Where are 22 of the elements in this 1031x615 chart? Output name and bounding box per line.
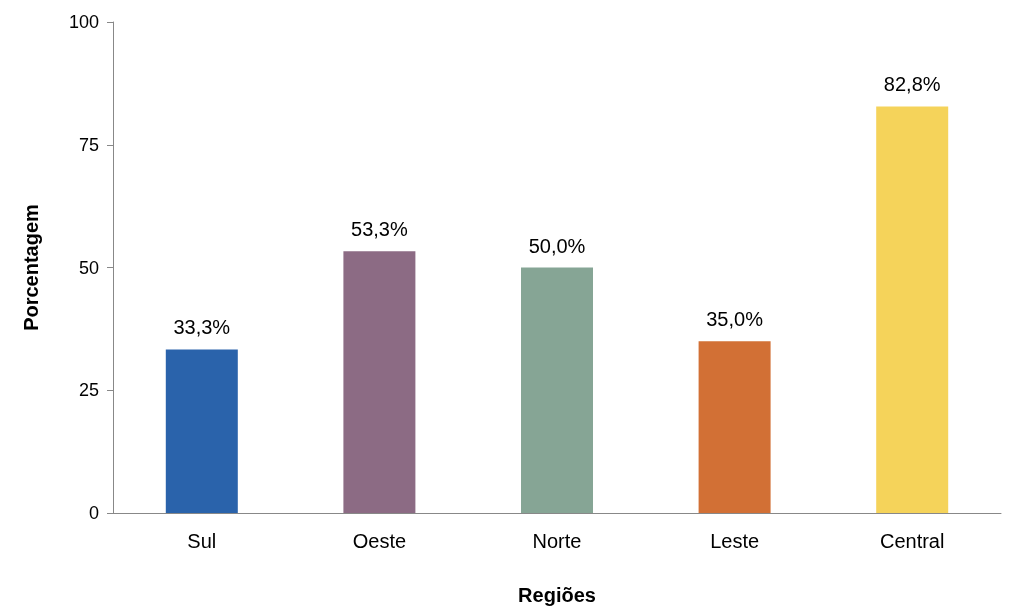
data-label: 33,3%: [173, 316, 231, 339]
y-axis-title: Porcentagem: [20, 204, 42, 331]
data-label: 50,0%: [528, 234, 586, 257]
x-tick-label: Norte: [532, 530, 582, 552]
y-tick-label: 25: [78, 380, 99, 401]
data-label: 82,8%: [883, 73, 941, 96]
x-tick-label: Oeste: [352, 530, 407, 552]
data-label: 53,3%: [351, 218, 408, 241]
y-tick-label: 50: [78, 257, 99, 278]
y-tick-label: 100: [68, 12, 99, 32]
x-tick-label: Sul: [187, 530, 217, 552]
bar: [876, 106, 949, 513]
y-tick-label: 0: [88, 503, 99, 523]
x-axis-title: Regiões: [518, 584, 596, 606]
bar: [343, 251, 416, 513]
bar: [698, 341, 771, 513]
y-tick-label: 75: [78, 134, 99, 155]
x-tick-label: Central: [879, 530, 945, 552]
bar: [521, 267, 593, 513]
bar: [165, 349, 238, 513]
data-label: 35,0%: [706, 308, 764, 331]
x-tick-label: Leste: [710, 530, 760, 552]
